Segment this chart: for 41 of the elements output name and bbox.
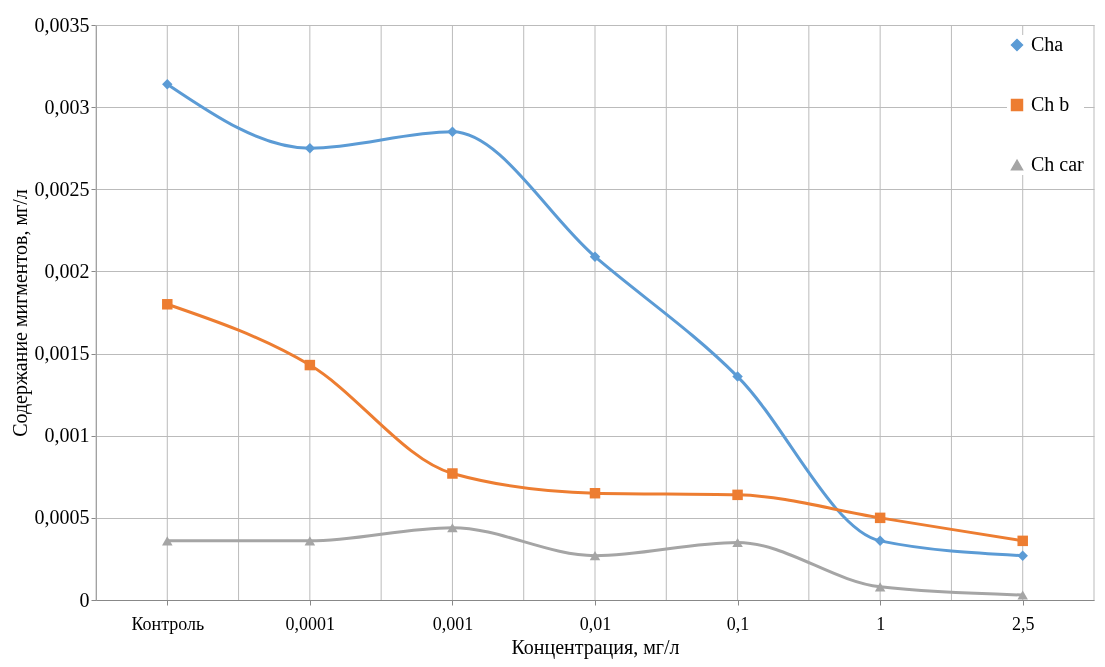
point — [589, 251, 601, 262]
x-tick-label: 0,1 — [726, 613, 750, 634]
x-tick-label: 2,5 — [1011, 613, 1035, 634]
y-tick-label: 0,001 — [44, 424, 90, 447]
point — [589, 487, 601, 499]
x-tick-label: Контроль — [131, 613, 205, 634]
point — [162, 78, 173, 90]
y-tick-label: 0,002 — [44, 259, 90, 282]
y-tick-label: 0,0005 — [34, 506, 90, 529]
point — [874, 582, 886, 592]
y-tick-label: 0,003 — [44, 95, 90, 118]
point — [589, 551, 601, 561]
point — [304, 359, 316, 371]
point — [732, 537, 743, 548]
x-tick-label: 0,01 — [579, 613, 612, 634]
point — [732, 489, 743, 501]
point — [1017, 590, 1028, 600]
point — [304, 536, 316, 546]
y-axis-title: Содержание мигментов, мг/л — [8, 189, 32, 437]
x-axis-title: Концентрация, мг/л — [511, 635, 680, 659]
x-tick-label: 0,001 — [432, 613, 474, 634]
x-tick-label: 0,0001 — [285, 613, 336, 634]
y-tick-label: 0,0035 — [34, 13, 90, 36]
y-tick-label: 0,0025 — [34, 177, 90, 200]
point — [874, 535, 886, 547]
point — [1017, 535, 1028, 547]
point — [304, 142, 316, 154]
legend-label: Ch b — [1031, 93, 1070, 115]
point — [1017, 550, 1028, 561]
point — [162, 536, 173, 546]
point — [732, 371, 743, 382]
point — [447, 523, 458, 533]
point — [162, 299, 173, 310]
y-tick-label: 0 — [79, 588, 90, 611]
legend-label: Cha — [1031, 33, 1064, 55]
point — [874, 512, 886, 524]
point — [447, 468, 458, 479]
x-tick-label: 1 — [876, 613, 886, 634]
legend-label: Ch car — [1031, 153, 1085, 175]
y-tick-label: 0,0015 — [34, 342, 90, 365]
point — [447, 126, 458, 138]
